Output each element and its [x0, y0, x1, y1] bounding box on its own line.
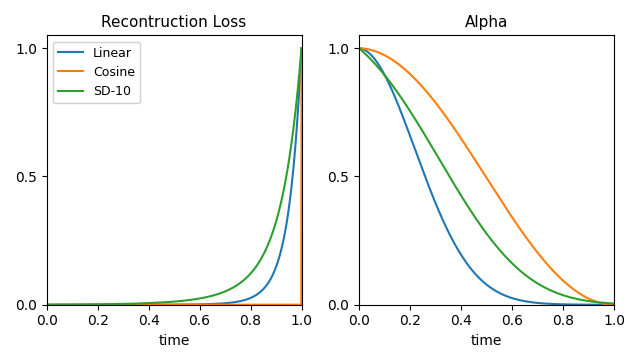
- Linear: [610, 302, 618, 307]
- Linear: [155, 302, 163, 307]
- X-axis label: time: time: [471, 334, 502, 348]
- Linear: [69, 302, 77, 307]
- Line: Linear: Linear: [359, 48, 614, 305]
- SD-10: [468, 210, 476, 214]
- Cosine: [355, 46, 363, 50]
- Linear: [458, 254, 466, 259]
- Cosine: [241, 302, 249, 307]
- Cosine: [155, 302, 163, 307]
- Cosine: [531, 246, 538, 250]
- Legend: Linear, Cosine, SD-10: Linear, Cosine, SD-10: [53, 42, 140, 103]
- SD-10: [69, 302, 77, 307]
- SD-10: [246, 272, 254, 276]
- Cosine: [610, 302, 618, 307]
- SD-10: [610, 301, 618, 306]
- Linear: [531, 301, 538, 305]
- Cosine: [218, 302, 225, 307]
- SD-10: [218, 291, 225, 295]
- Title: Recontruction Loss: Recontruction Loss: [102, 15, 247, 30]
- Title: Alpha: Alpha: [465, 15, 508, 30]
- Linear: [241, 298, 249, 302]
- Cosine: [381, 53, 389, 58]
- Linear: [381, 74, 389, 78]
- Linear: [559, 302, 566, 306]
- Cosine: [69, 302, 77, 307]
- SD-10: [43, 302, 51, 307]
- Cosine: [43, 302, 51, 307]
- Cosine: [458, 138, 466, 142]
- Line: Cosine: Cosine: [359, 48, 614, 305]
- Linear: [146, 302, 154, 307]
- SD-10: [559, 293, 566, 297]
- SD-10: [155, 301, 163, 305]
- Cosine: [554, 273, 562, 278]
- SD-10: [355, 46, 363, 50]
- SD-10: [458, 195, 466, 200]
- Line: SD-10: SD-10: [47, 48, 301, 305]
- Cosine: [246, 302, 254, 307]
- SD-10: [298, 46, 305, 50]
- Linear: [355, 46, 363, 50]
- SD-10: [146, 301, 154, 305]
- Cosine: [468, 152, 476, 156]
- Cosine: [146, 302, 154, 307]
- Cosine: [298, 46, 305, 50]
- Linear: [218, 301, 225, 306]
- Linear: [246, 296, 254, 300]
- Linear: [554, 302, 562, 306]
- Line: Linear: Linear: [47, 48, 301, 305]
- SD-10: [381, 74, 389, 78]
- Linear: [298, 46, 305, 50]
- SD-10: [241, 277, 249, 281]
- Linear: [43, 302, 51, 307]
- Linear: [468, 267, 476, 272]
- SD-10: [554, 291, 562, 295]
- X-axis label: time: time: [159, 334, 190, 348]
- Line: Cosine: Cosine: [47, 48, 301, 305]
- Line: SD-10: SD-10: [359, 48, 614, 303]
- Cosine: [559, 278, 566, 282]
- SD-10: [531, 279, 538, 284]
